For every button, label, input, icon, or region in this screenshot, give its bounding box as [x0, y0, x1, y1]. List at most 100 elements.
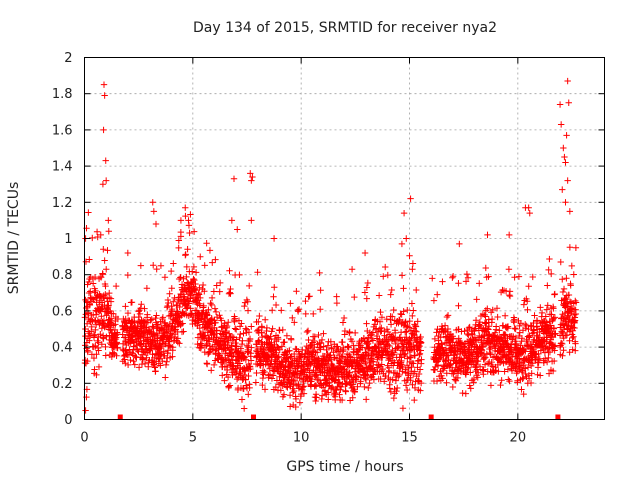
data-point: [307, 342, 314, 350]
data-point: [271, 284, 278, 291]
data-point: [246, 335, 254, 343]
data-point: [436, 354, 444, 361]
data-point: [239, 337, 246, 344]
data-point: [233, 375, 241, 383]
data-point: [268, 307, 276, 314]
data-point: [186, 229, 193, 237]
data-point: [192, 269, 200, 276]
data-point: [407, 377, 414, 384]
data-point: [390, 394, 398, 402]
data-point: [268, 328, 275, 335]
data-point: [240, 330, 247, 337]
data-point: [226, 289, 234, 296]
data-point: [346, 369, 354, 377]
data-point: [435, 337, 442, 344]
data-point: [327, 338, 335, 345]
data-point: [187, 305, 194, 312]
data-point: [205, 349, 213, 356]
data-point: [410, 307, 417, 314]
data-point: [149, 199, 156, 206]
data-point: [286, 347, 293, 354]
data-point: [562, 159, 569, 166]
data-point: [299, 383, 307, 391]
data-point: [212, 308, 220, 316]
data-point: [296, 374, 303, 382]
y-tick-label: 1.4: [52, 160, 73, 175]
data-point: [263, 324, 271, 332]
data-point: [434, 291, 441, 298]
data-point: [268, 375, 276, 382]
data-point: [144, 311, 151, 318]
data-point: [84, 357, 91, 365]
data-point: [291, 377, 299, 385]
data-point: [229, 333, 236, 341]
data-point: [168, 307, 176, 315]
data-point: [238, 320, 245, 327]
data-point: [102, 291, 109, 298]
data-point: [311, 333, 318, 340]
data-point: [84, 348, 92, 356]
data-point: [389, 313, 396, 320]
data-point: [147, 317, 154, 324]
data-point: [361, 249, 369, 257]
data-point: [82, 258, 90, 265]
data-point: [161, 274, 169, 281]
data-point: [90, 334, 98, 341]
data-point: [484, 231, 491, 239]
data-point: [103, 333, 110, 340]
data-point: [351, 388, 358, 396]
data-point: [363, 284, 371, 291]
data-point: [328, 345, 335, 352]
data-point: [568, 262, 576, 270]
data-point: [306, 293, 313, 300]
data-point: [512, 325, 519, 333]
data-point: [259, 374, 267, 382]
data-point: [411, 368, 418, 375]
data-point: [247, 365, 254, 373]
data-point: [390, 349, 398, 356]
data-point: [408, 300, 416, 307]
data-point: [85, 289, 93, 297]
data-point: [467, 385, 474, 392]
data-point: [409, 312, 416, 320]
data-point: [189, 294, 197, 301]
data-point: [344, 343, 351, 350]
data-point: [505, 231, 513, 239]
data-point: [325, 389, 332, 396]
data-point: [404, 306, 411, 314]
data-point: [190, 263, 198, 271]
data-point: [152, 220, 160, 228]
data-point: [402, 382, 410, 389]
data-point: [270, 235, 278, 242]
data-point: [417, 347, 424, 354]
data-point: [154, 321, 162, 329]
data-point: [124, 361, 132, 369]
data-point: [413, 286, 420, 294]
data-point: [248, 177, 255, 184]
data-point: [90, 354, 98, 362]
data-point: [95, 347, 102, 354]
data-point: [362, 396, 370, 403]
data-point: [413, 328, 420, 335]
data-point: [82, 407, 89, 414]
data-point: [406, 317, 413, 325]
data-point: [135, 364, 143, 371]
data-point: [102, 352, 109, 359]
data-point: [396, 371, 403, 379]
data-point: [369, 329, 377, 336]
data-point: [132, 342, 140, 349]
data-point: [88, 295, 96, 303]
data-point: [557, 258, 564, 266]
data-point: [392, 329, 399, 337]
data-point: [310, 310, 317, 318]
data-point: [124, 249, 132, 257]
data-point: [410, 360, 417, 367]
data-point: [131, 361, 138, 368]
data-point: [408, 363, 415, 371]
data-point: [278, 343, 286, 350]
data-point: [416, 351, 423, 358]
data-point: [286, 403, 294, 410]
data-point: [137, 262, 145, 269]
data-point: [417, 333, 424, 341]
